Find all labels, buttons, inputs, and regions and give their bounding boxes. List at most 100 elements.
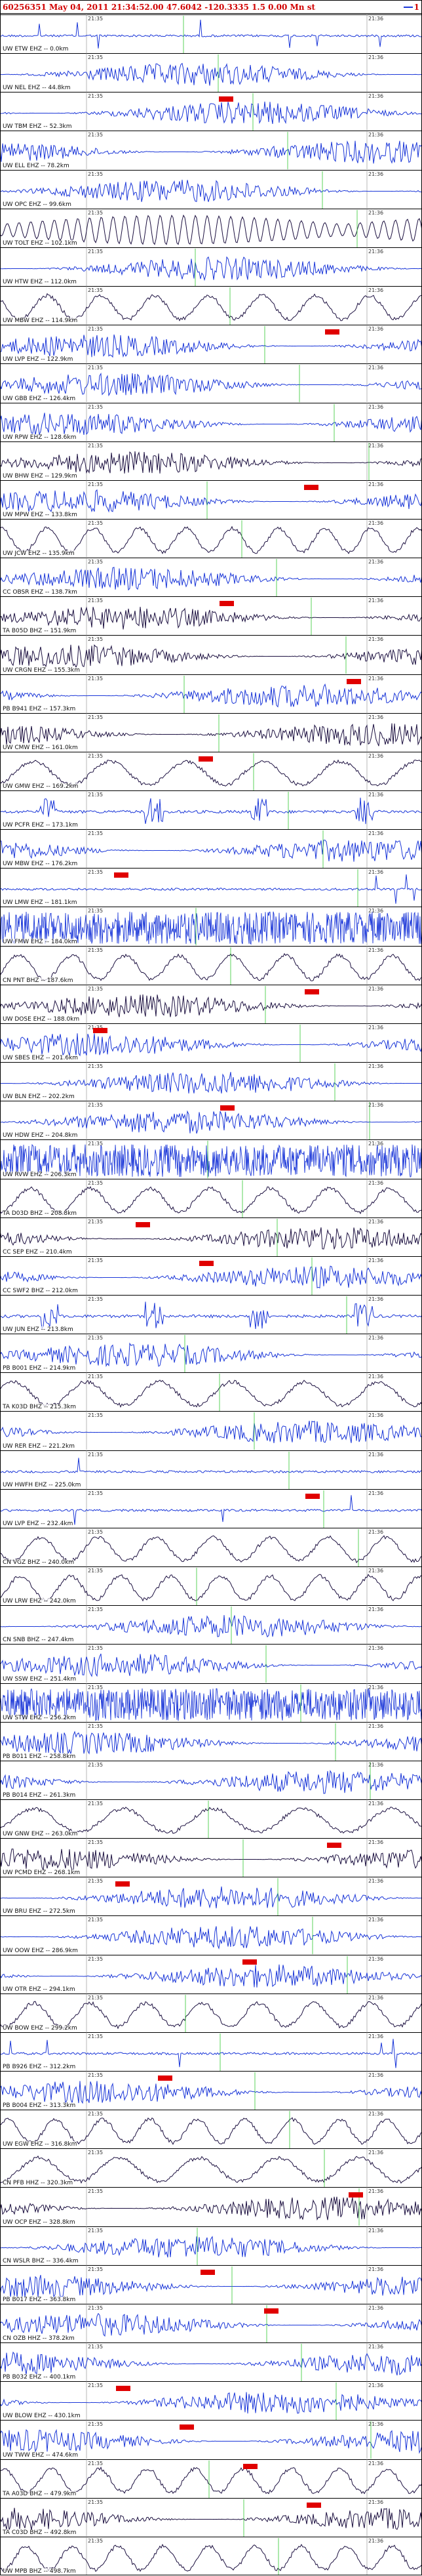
time-tick-label: 21:35 <box>88 947 104 953</box>
station-label: UW EGW EHZ -- 316.8km <box>3 2141 77 2148</box>
time-tick-label: 21:36 <box>368 442 384 449</box>
station-trace: 21:35 21:36 UW BLOW EHZ -- 430.1km <box>0 2381 422 2421</box>
time-tick-label: 21:36 <box>368 2188 384 2195</box>
station-trace: 21:35 21:36 UW HWFH EHZ -- 225.0km <box>0 1450 422 1489</box>
waveform-line <box>0 952 422 981</box>
station-label: UW JCW EHZ -- 135.9km <box>3 550 75 558</box>
station-trace: 21:35 21:36 UW BHW EHZ -- 129.9km <box>0 441 422 480</box>
time-tick-label: 21:36 <box>368 1878 384 1885</box>
waveform-plot <box>0 131 422 170</box>
time-tick-label: 21:36 <box>368 675 384 682</box>
station-trace: 21:35 21:36 CN VGZ BHZ -- 240.0km <box>0 1527 422 1567</box>
station-trace: 21:35 21:36 UW PCFR EHZ -- 173.1km <box>0 790 422 830</box>
time-tick-label: 21:36 <box>368 598 384 604</box>
time-tick-label: 21:35 <box>88 636 104 643</box>
phase-pick-marker <box>304 484 318 490</box>
waveform-line <box>0 412 422 436</box>
waveform-line <box>0 2081 422 2104</box>
waveform-line <box>0 874 422 905</box>
time-tick-label: 21:36 <box>368 2382 384 2389</box>
time-tick-label: 21:36 <box>368 365 384 371</box>
time-tick-label: 21:36 <box>368 2344 384 2350</box>
station-trace: 21:35 21:36 PB B014 EHZ -- 261.3km <box>0 1760 422 1799</box>
phase-pick-marker <box>199 756 213 762</box>
waveform-plot <box>0 1295 422 1334</box>
phase-pick-marker <box>327 1843 341 1849</box>
station-trace: 21:35 21:36 TA K03D BHZ -- 215.3km <box>0 1372 422 1412</box>
station-trace: 21:35 21:36 UW BLN EHZ -- 202.2km <box>0 1062 422 1101</box>
station-label: TA A03D BHZ -- 479.9km <box>3 2490 77 2497</box>
waveform-line <box>0 214 422 245</box>
time-tick-label: 21:36 <box>368 752 384 759</box>
waveform-line <box>0 759 422 787</box>
station-label: UW FMW EHZ -- 184.0km <box>3 938 77 945</box>
waveform-plot <box>0 2032 422 2072</box>
waveform-line <box>0 1144 422 1178</box>
time-tick-label: 21:35 <box>88 2033 104 2039</box>
station-label: PB B014 EHZ -- 261.3km <box>3 1791 76 1799</box>
time-tick-label: 21:36 <box>368 1257 384 1263</box>
waveform-plot <box>0 596 422 636</box>
waveform-plot <box>0 53 422 92</box>
waveform-plot <box>0 2264 422 2304</box>
waveform-line <box>0 2312 422 2337</box>
waveform-line <box>0 1301 422 1330</box>
station-trace: 21:35 21:36 CC OBSR EHZ -- 138.7km <box>0 558 422 597</box>
phase-pick-marker <box>136 1221 150 1227</box>
waveform-line <box>0 840 422 862</box>
station-label: UW MBW EHZ -- 176.2km <box>3 861 78 868</box>
time-tick-label: 21:35 <box>88 1179 104 1186</box>
time-tick-label: 21:36 <box>368 1490 384 1496</box>
phase-pick-marker <box>199 1260 214 1266</box>
station-label: UW GNW EHZ -- 263.0km <box>3 1831 78 1838</box>
waveform-plot <box>0 945 422 985</box>
phase-pick-marker <box>347 678 361 684</box>
time-tick-label: 21:35 <box>88 171 104 177</box>
waveform-line <box>0 644 422 669</box>
time-tick-label: 21:36 <box>368 2150 384 2156</box>
waveform-plot <box>0 635 422 674</box>
waveform-plot <box>0 2110 422 2149</box>
waveform-plot <box>0 363 422 403</box>
time-tick-label: 21:36 <box>368 1374 384 1380</box>
station-trace: 21:35 21:36 TA C03D BHZ -- 492.8km <box>0 2497 422 2537</box>
station-label: CN PFB HHZ -- 320.3km <box>3 2180 73 2187</box>
waveform-line <box>0 2543 422 2572</box>
station-trace: 21:35 21:36 CN OZB HHZ -- 378.2km <box>0 2303 422 2343</box>
station-trace: 21:35 21:36 PB B926 EHZ -- 312.2km <box>0 2032 422 2072</box>
waveform-line <box>0 1654 422 1678</box>
station-trace: 21:35 21:36 UW NEL EHZ -- 44.8km <box>0 53 422 92</box>
phase-pick-marker <box>201 2269 215 2275</box>
station-label: UW RPW EHZ -- 128.6km <box>3 434 77 441</box>
waveform-line <box>0 62 422 86</box>
station-label: UW OPC EHZ -- 99.6km <box>3 201 71 208</box>
time-tick-label: 21:35 <box>88 752 104 759</box>
station-label: UW RVW EHZ -- 206.3km <box>3 1171 77 1178</box>
waveform-plot <box>0 2226 422 2265</box>
station-trace: 21:35 21:36 UW HDW EHZ -- 204.8km <box>0 1101 422 1140</box>
phase-pick-marker <box>114 872 128 878</box>
station-trace: 21:35 21:36 PB B001 EHZ -- 214.9km <box>0 1334 422 1373</box>
time-tick-label: 21:35 <box>88 1490 104 1496</box>
time-tick-label: 21:35 <box>88 520 104 526</box>
time-tick-label: 21:36 <box>368 1839 384 1846</box>
station-label: CC SEP EHZ -- 210.4km <box>3 1248 72 1256</box>
station-label: UW BLOW EHZ -- 430.1km <box>3 2413 81 2420</box>
time-tick-label: 21:35 <box>88 1917 104 1923</box>
station-label: UW BRU EHZ -- 272.5km <box>3 1908 75 1915</box>
station-label: UW CRGN EHZ -- 155.3km <box>3 666 81 674</box>
station-trace: 21:35 21:36 UW MBW EHZ -- 114.9km <box>0 286 422 325</box>
waveform-plot <box>0 2536 422 2575</box>
station-trace: 21:35 21:36 PB B032 EHZ -- 400.1km <box>0 2342 422 2382</box>
waveform-plot <box>0 1760 422 1799</box>
waveform-line <box>0 2429 422 2455</box>
time-tick-label: 21:35 <box>88 1063 104 1070</box>
time-tick-label: 21:35 <box>88 326 104 333</box>
time-tick-label: 21:36 <box>368 908 384 914</box>
time-tick-label: 21:36 <box>368 1528 384 1535</box>
waveform-plot <box>0 1683 422 1722</box>
waveform-plot <box>0 1954 422 1993</box>
time-tick-label: 21:36 <box>368 1412 384 1419</box>
station-label: UW JUN EHZ -- 213.8km <box>3 1326 73 1334</box>
time-tick-label: 21:36 <box>368 209 384 216</box>
